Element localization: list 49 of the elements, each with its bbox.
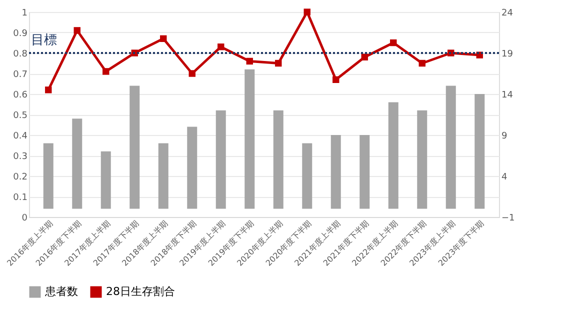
y-tick-label: 0.9 — [13, 29, 28, 39]
y2-tick-label: 14 — [502, 90, 514, 100]
point — [275, 60, 282, 67]
bar — [43, 143, 54, 209]
point — [361, 54, 368, 60]
bar — [388, 102, 398, 209]
point — [218, 43, 224, 50]
bar — [72, 118, 82, 209]
bar — [446, 86, 456, 209]
bar — [100, 151, 111, 209]
legend-label: 患者数 — [44, 285, 78, 298]
y2-tick-label: 4 — [502, 172, 508, 182]
bar — [273, 110, 284, 209]
point — [332, 76, 340, 84]
bar — [417, 110, 428, 209]
y-tick-label: 1 — [22, 8, 28, 18]
point — [418, 60, 426, 67]
point — [74, 27, 80, 34]
bar — [330, 135, 341, 209]
point — [160, 35, 167, 42]
point — [390, 39, 397, 46]
point — [188, 70, 196, 77]
bar — [216, 110, 226, 209]
y-tick-label: 0.8 — [13, 50, 28, 60]
bar — [360, 135, 370, 209]
point — [304, 8, 310, 16]
bar — [302, 143, 312, 209]
y-tick-label: 0.3 — [13, 152, 28, 162]
bar — [130, 86, 140, 209]
y-tick-label: 0 — [22, 214, 28, 224]
bar — [474, 94, 485, 209]
y2-tick-label: 19 — [502, 50, 514, 60]
y2-tick-label: 24 — [502, 8, 514, 18]
point — [45, 86, 52, 94]
bar — [158, 143, 168, 209]
y-tick-label: 0.6 — [13, 90, 28, 100]
y-tick-label: 0.4 — [13, 132, 28, 142]
y-tick-label: 0.5 — [13, 111, 28, 121]
bar — [187, 126, 198, 209]
y2-tick-label: −1 — [502, 214, 515, 224]
y-tick-label: 0.2 — [13, 172, 28, 182]
y2-tick-label: 9 — [502, 132, 508, 142]
bar — [244, 69, 255, 209]
ref-line-label: 目標 — [31, 33, 57, 48]
y-tick-label: 0.7 — [13, 70, 28, 80]
legend-label: 28日生存割合 — [106, 285, 175, 298]
point — [102, 68, 110, 75]
y-tick-label: 0.1 — [13, 193, 28, 203]
point — [246, 58, 253, 65]
